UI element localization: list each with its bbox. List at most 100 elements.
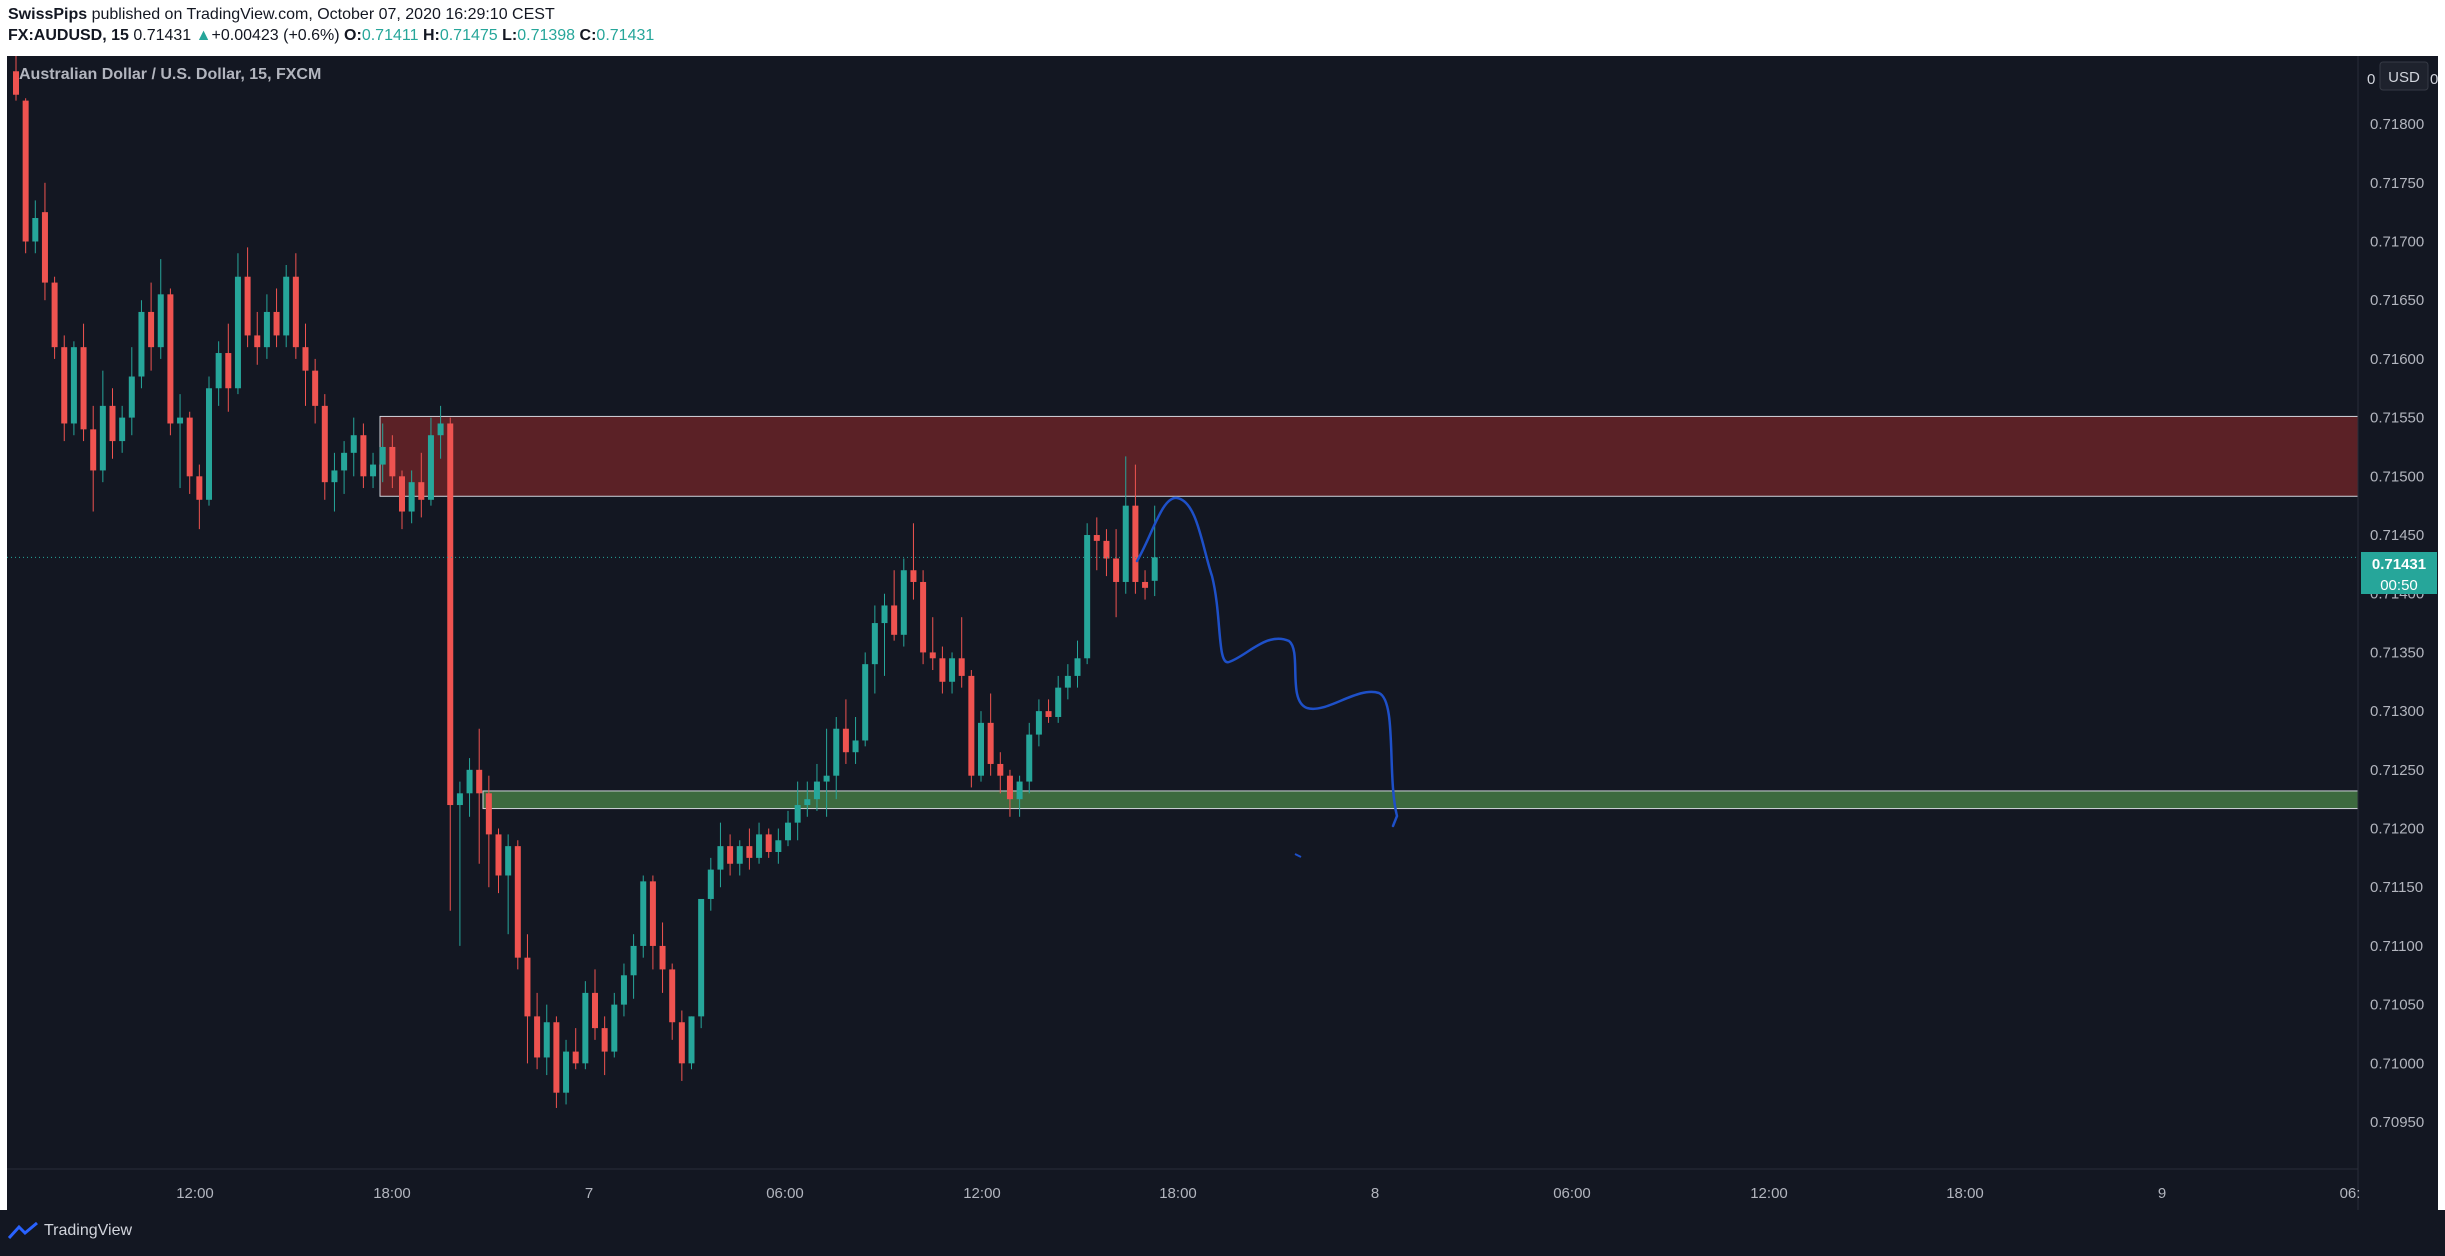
chart-background [7, 56, 2438, 1210]
candle-body [582, 992, 589, 1064]
y-tick-label: 0.71500 [2370, 468, 2424, 485]
candle-body [717, 846, 724, 870]
candle [1006, 769, 1013, 817]
ohlc-line: FX:AUDUSD, 15 0.71431 ▲+0.00423 (+0.6%) … [8, 27, 654, 45]
price-chart[interactable]: 0.71800 0.71750 0.71700 0.71650 0.71600 0.715… [7, 56, 2438, 1210]
candle-body [90, 429, 97, 471]
projection-dot [1294, 853, 1302, 858]
candle-body [765, 834, 772, 853]
candle-body [408, 482, 415, 512]
candle [630, 934, 637, 999]
candle-body [109, 405, 116, 442]
candle [707, 857, 714, 911]
candle-body [128, 376, 135, 418]
candle-body [1103, 540, 1110, 559]
candle-body [321, 405, 328, 483]
candle [225, 323, 232, 412]
candle [138, 300, 145, 389]
candle [669, 963, 676, 1040]
candle-body [177, 417, 184, 424]
currency-button-label[interactable]: USD [2388, 69, 2420, 86]
candle-body [756, 834, 763, 858]
candle [341, 441, 348, 494]
candle [109, 388, 116, 459]
candle-body [649, 881, 656, 946]
candle [649, 875, 656, 970]
candle [283, 264, 290, 348]
candle-body [302, 347, 309, 371]
candle-body [987, 722, 994, 764]
candle-body [485, 793, 492, 835]
x-tick-label: 18:00 [1159, 1185, 1197, 1202]
close-label: C: [579, 27, 597, 44]
candle-body [80, 347, 87, 430]
candle-body [775, 840, 782, 853]
candle [514, 840, 521, 970]
candle [321, 394, 328, 500]
candle [476, 728, 483, 864]
projection-path[interactable] [1135, 496, 1399, 828]
support-zone[interactable] [482, 790, 2359, 810]
candle-body [437, 423, 444, 436]
candle [949, 652, 956, 694]
candle [495, 828, 502, 894]
high-label: H: [422, 27, 440, 44]
last-price: 0.71431 [133, 27, 192, 44]
candle-body [32, 218, 39, 242]
candle [804, 781, 811, 817]
publish-header: SwissPips published on TradingView.com, … [0, 0, 2445, 54]
candle-body [929, 652, 936, 659]
candle [370, 452, 377, 489]
candle-body [196, 476, 203, 500]
time-axis[interactable]: 12:00 18:00 7 06:00 12:00 18:00 8 06:00 12:00 18:… [176, 1185, 2360, 1202]
candle [929, 617, 936, 671]
candle-body [601, 1028, 608, 1052]
candle [447, 417, 454, 911]
candle-body [592, 992, 598, 1029]
tradingview-logo[interactable]: TradingView [8, 1222, 132, 1240]
candle-body [804, 799, 811, 806]
candle [399, 470, 405, 530]
x-tick-label: 12:00 [963, 1185, 1001, 1202]
zones-layer [379, 415, 2359, 810]
candle-body [399, 476, 405, 512]
candle-body [1045, 711, 1052, 717]
candle-body [476, 769, 483, 794]
y-tick-label: 0.70950 [2370, 1114, 2424, 1131]
tradingview-logo-icon [8, 1222, 38, 1240]
candle [437, 405, 444, 459]
x-tick-label: 12:00 [1750, 1185, 1788, 1202]
x-tick-label: 12:00 [176, 1185, 214, 1202]
candle-body [1016, 781, 1023, 800]
candle-body [225, 353, 232, 389]
change-up-arrow-icon: ▲ [195, 27, 212, 44]
candle-body [505, 846, 512, 876]
candle [920, 570, 927, 665]
candle-body [572, 1051, 579, 1064]
currency-button[interactable] [2379, 61, 2429, 91]
price-axis[interactable]: 0.71800 0.71750 0.71700 0.71650 0.71600 0.715… [2370, 116, 2424, 1131]
candle-body [138, 311, 145, 377]
last-price-label-bg [2361, 552, 2437, 574]
candle [698, 898, 705, 1029]
price-axis-top-clip-end: 0 [2430, 71, 2438, 88]
candle-body [678, 1022, 685, 1064]
candle [215, 341, 222, 406]
candle-body [794, 805, 801, 823]
candle-body [1064, 675, 1071, 688]
candle-body [206, 388, 212, 500]
candle [177, 394, 184, 489]
y-tick-label: 0.71550 [2370, 410, 2424, 427]
chart-area[interactable]: 0.71800 0.71750 0.71700 0.71650 0.71600 0.715… [7, 56, 2438, 1210]
candle [273, 288, 280, 348]
candle-body [910, 570, 917, 582]
candle [1103, 529, 1110, 577]
x-tick-label: 06:00 [766, 1185, 804, 1202]
candle-body [13, 71, 19, 95]
candle-body [273, 311, 280, 336]
candle-body [186, 417, 193, 477]
candle [592, 969, 598, 1040]
resistance-zone[interactable] [379, 415, 2359, 497]
author-name[interactable]: SwissPips [8, 6, 88, 23]
y-tick-label: 0.71050 [2370, 997, 2424, 1014]
